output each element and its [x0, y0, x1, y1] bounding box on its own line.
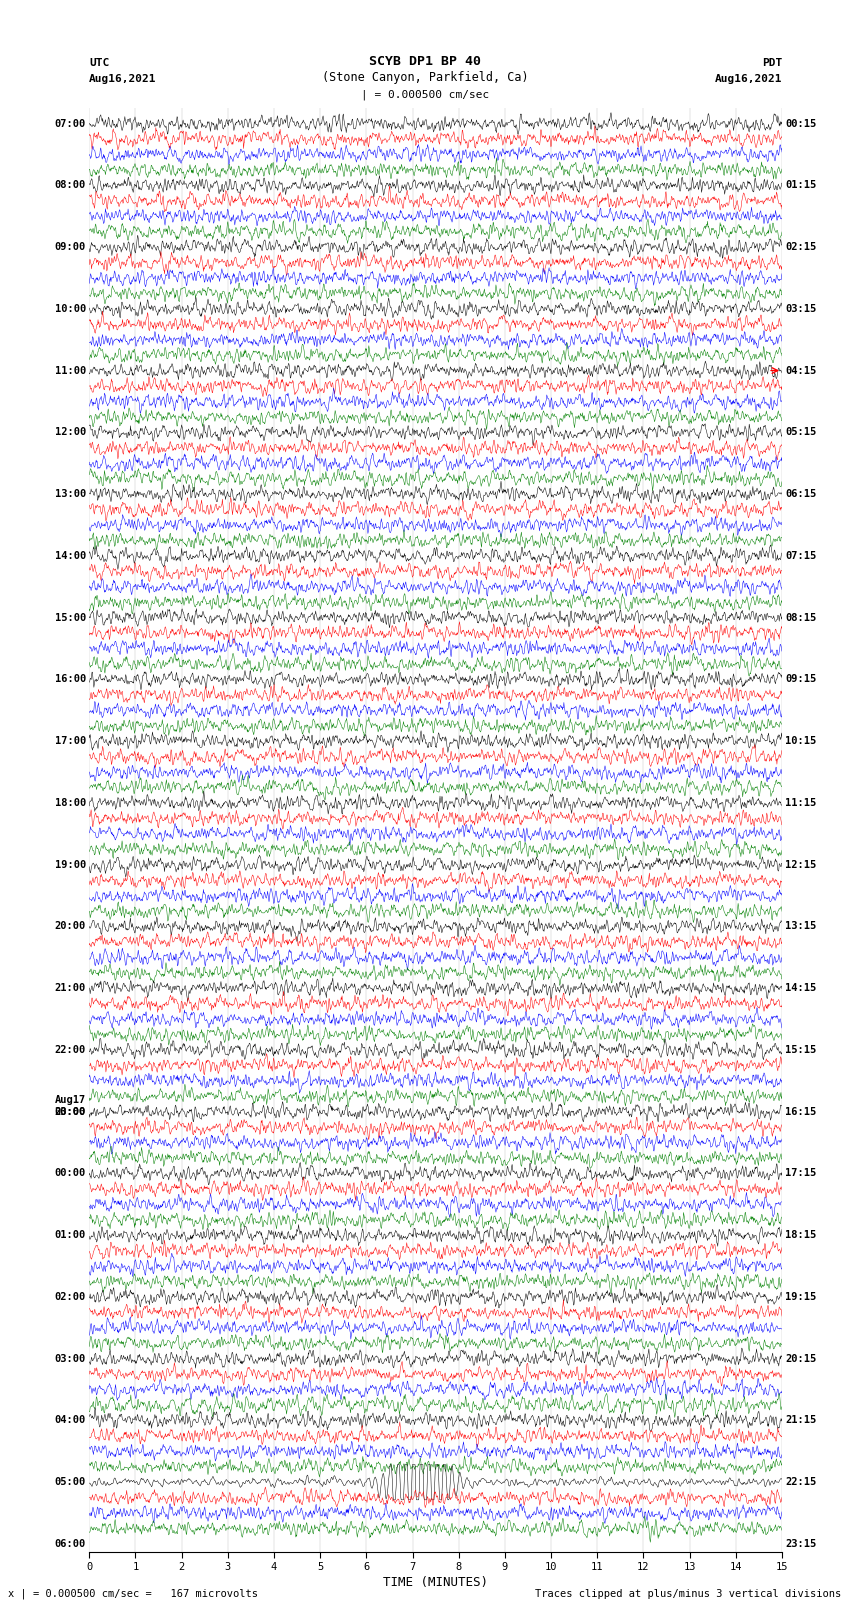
Text: 03:15: 03:15 — [785, 303, 817, 315]
Text: 13:00: 13:00 — [54, 489, 86, 498]
Text: 15:15: 15:15 — [785, 1045, 817, 1055]
Text: 00:15: 00:15 — [785, 118, 817, 129]
Text: | = 0.000500 cm/sec: | = 0.000500 cm/sec — [361, 89, 489, 100]
Text: 19:15: 19:15 — [785, 1292, 817, 1302]
Text: 10:15: 10:15 — [785, 736, 817, 747]
Text: 19:00: 19:00 — [54, 860, 86, 869]
Text: 09:00: 09:00 — [54, 242, 86, 252]
Text: 00:00: 00:00 — [54, 1107, 86, 1116]
Text: 14:15: 14:15 — [785, 984, 817, 994]
Text: 04:00: 04:00 — [54, 1416, 86, 1426]
Text: 12:00: 12:00 — [54, 427, 86, 437]
Text: PDT: PDT — [762, 58, 782, 68]
Text: 05:15: 05:15 — [785, 427, 817, 437]
Text: 23:15: 23:15 — [785, 1539, 817, 1548]
Text: 07:15: 07:15 — [785, 550, 817, 561]
Text: 11:15: 11:15 — [785, 798, 817, 808]
Text: 18:15: 18:15 — [785, 1231, 817, 1240]
Text: 02:00: 02:00 — [54, 1292, 86, 1302]
Text: 04:15: 04:15 — [785, 366, 817, 376]
Text: 20:00: 20:00 — [54, 921, 86, 931]
Text: 00:00: 00:00 — [54, 1168, 86, 1179]
Text: SCYB DP1 BP 40: SCYB DP1 BP 40 — [369, 55, 481, 68]
Text: 17:15: 17:15 — [785, 1168, 817, 1179]
Text: 08:00: 08:00 — [54, 181, 86, 190]
Text: 01:15: 01:15 — [785, 181, 817, 190]
Text: 05:00: 05:00 — [54, 1478, 86, 1487]
Text: Aug17: Aug17 — [54, 1095, 86, 1105]
Text: 14:00: 14:00 — [54, 550, 86, 561]
Text: 22:15: 22:15 — [785, 1478, 817, 1487]
Text: 10:00: 10:00 — [54, 303, 86, 315]
Text: 20:15: 20:15 — [785, 1353, 817, 1363]
Text: 21:15: 21:15 — [785, 1416, 817, 1426]
Text: 17:00: 17:00 — [54, 736, 86, 747]
Text: Traces clipped at plus/minus 3 vertical divisions: Traces clipped at plus/minus 3 vertical … — [536, 1589, 842, 1598]
Text: 07:00: 07:00 — [54, 118, 86, 129]
Text: 12:15: 12:15 — [785, 860, 817, 869]
Text: 15:00: 15:00 — [54, 613, 86, 623]
Text: UTC: UTC — [89, 58, 110, 68]
X-axis label: TIME (MINUTES): TIME (MINUTES) — [383, 1576, 488, 1589]
Text: 23:00: 23:00 — [54, 1107, 86, 1116]
Text: 01:00: 01:00 — [54, 1231, 86, 1240]
Text: 21:00: 21:00 — [54, 984, 86, 994]
Text: (Stone Canyon, Parkfield, Ca): (Stone Canyon, Parkfield, Ca) — [321, 71, 529, 84]
Text: Aug16,2021: Aug16,2021 — [715, 74, 782, 84]
Text: 18:00: 18:00 — [54, 798, 86, 808]
Text: x | = 0.000500 cm/sec =   167 microvolts: x | = 0.000500 cm/sec = 167 microvolts — [8, 1589, 258, 1598]
Text: 03:00: 03:00 — [54, 1353, 86, 1363]
Text: 13:15: 13:15 — [785, 921, 817, 931]
Text: 11:00: 11:00 — [54, 366, 86, 376]
Text: 02:15: 02:15 — [785, 242, 817, 252]
Text: 06:00: 06:00 — [54, 1539, 86, 1548]
Text: 08:15: 08:15 — [785, 613, 817, 623]
Text: 16:00: 16:00 — [54, 674, 86, 684]
Text: Aug16,2021: Aug16,2021 — [89, 74, 156, 84]
Text: 09:15: 09:15 — [785, 674, 817, 684]
Text: 06:15: 06:15 — [785, 489, 817, 498]
Text: 16:15: 16:15 — [785, 1107, 817, 1116]
Text: 22:00: 22:00 — [54, 1045, 86, 1055]
